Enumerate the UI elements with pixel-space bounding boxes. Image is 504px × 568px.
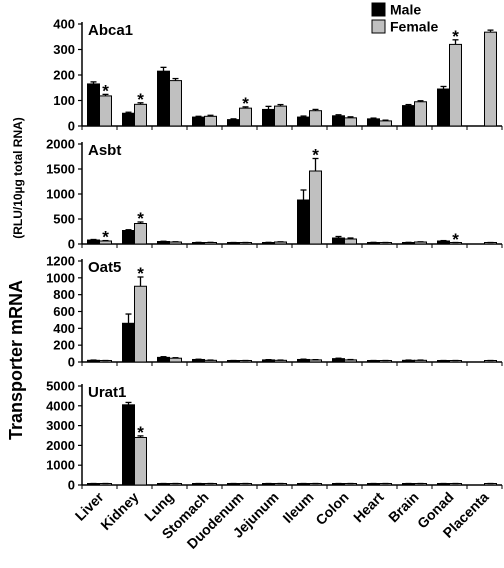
significance-marker: * [102, 228, 109, 247]
bar-male-colon [332, 358, 345, 363]
y-tick-label: 3000 [46, 418, 75, 433]
y-tick-label: 1000 [46, 187, 75, 202]
x-category-label-colon: Colon [312, 489, 351, 528]
bar-female-gonad [449, 43, 462, 127]
panel-abca1: 0 100 200 300 400 Abca1 * * * * [53, 17, 503, 134]
y-tick-label: 200 [53, 68, 75, 83]
y-axis-title-main: Transporter mRNA [6, 280, 26, 440]
y-axis-title-sub: (RLU/10µg total RNA) [11, 117, 25, 239]
significance-marker: * [137, 209, 144, 228]
bar-female-liver [99, 95, 112, 127]
y-tick-label: 1000 [46, 458, 75, 473]
bar-male-kidney [122, 322, 135, 363]
bar-male-liver [87, 83, 100, 127]
y-tick-label: 800 [53, 287, 75, 302]
y-tick-label: 4000 [46, 398, 75, 413]
y-tick-label: 0 [68, 119, 75, 134]
y-tick-label: 1000 [46, 270, 75, 285]
y-axis-title: Transporter mRNA (RLU/10µg total RNA) [6, 117, 26, 440]
significance-marker: * [137, 90, 144, 109]
significance-marker: * [137, 264, 144, 283]
panel-asbt: 0 500 1000 1500 2000 Asbt * * * * [46, 137, 503, 252]
bar-female-colon [344, 238, 357, 245]
y-tick-label: 2000 [46, 438, 75, 453]
bar-female-colon [344, 117, 357, 127]
y-tick-label: 400 [53, 17, 75, 32]
y-tick-label: 100 [53, 93, 75, 108]
bar-female-lung [169, 357, 182, 363]
significance-marker: * [312, 146, 319, 165]
y-tick-label: 2000 [46, 137, 75, 152]
bar-male-lung [157, 70, 170, 127]
bar-male-heart [367, 118, 380, 127]
y-tick-label: 0 [68, 355, 75, 370]
panel-title: Asbt [88, 142, 121, 159]
bar-male-kidney [122, 230, 135, 245]
legend-label-female: Female [390, 19, 438, 35]
y-tick-label: 500 [53, 212, 75, 227]
panel-urat1: 0 1000 2000 3000 4000 5000 Urat1 * [46, 379, 503, 493]
significance-marker: * [102, 81, 109, 100]
x-category-label-heart: Heart [350, 489, 387, 526]
bar-female-lung [169, 80, 182, 127]
legend-swatch-male [371, 2, 386, 17]
bar-female-heart [379, 120, 392, 127]
y-tick-label: 400 [53, 321, 75, 336]
bar-female-brain [414, 101, 427, 127]
bar-male-colon [332, 237, 345, 245]
legend-label-male: Male [390, 2, 421, 18]
significance-marker: * [452, 230, 459, 249]
panel-title: Urat1 [88, 384, 126, 401]
panel-title: Abca1 [88, 22, 133, 39]
bar-male-lung [157, 356, 170, 363]
bar-female-jejunum [274, 105, 287, 127]
x-category-label-kidney: Kidney [97, 489, 141, 533]
bar-male-liver [87, 239, 100, 245]
bar-female-kidney [134, 285, 147, 363]
significance-marker: * [137, 423, 144, 442]
y-tick-label: 600 [53, 304, 75, 319]
panel-title: Oat5 [88, 259, 121, 276]
bar-male-ileum [297, 116, 310, 127]
bar-male-jejunum [262, 108, 275, 127]
y-tick-label: 5000 [46, 379, 75, 394]
significance-marker: * [242, 94, 249, 113]
bar-male-ileum [297, 199, 310, 245]
y-tick-label: 0 [68, 478, 75, 493]
y-tick-label: 1200 [46, 254, 75, 269]
bar-female-ileum [309, 110, 322, 127]
y-tick-label: 300 [53, 42, 75, 57]
bar-female-kidney [134, 436, 147, 486]
y-tick-label: 0 [68, 237, 75, 252]
bar-male-kidney [122, 112, 135, 127]
bar-male-brain [402, 105, 415, 127]
bar-female-stomach [204, 115, 217, 127]
bar-male-kidney [122, 404, 135, 486]
bar-female-placenta [484, 31, 497, 127]
y-tick-label: 200 [53, 338, 75, 353]
bar-female-ileum [309, 170, 322, 245]
bar-male-gonad [437, 240, 450, 245]
bar-male-duodenum [227, 119, 240, 127]
bar-male-stomach [192, 116, 205, 127]
legend-swatch-female [371, 19, 386, 34]
bar-male-colon [332, 115, 345, 127]
bar-female-colon [344, 359, 357, 363]
bar-male-ileum [297, 358, 310, 363]
significance-marker: * [452, 27, 459, 46]
bar-male-gonad [437, 88, 450, 127]
y-tick-label: 1500 [46, 162, 75, 177]
x-category-label-ileum: Ileum [279, 489, 316, 526]
